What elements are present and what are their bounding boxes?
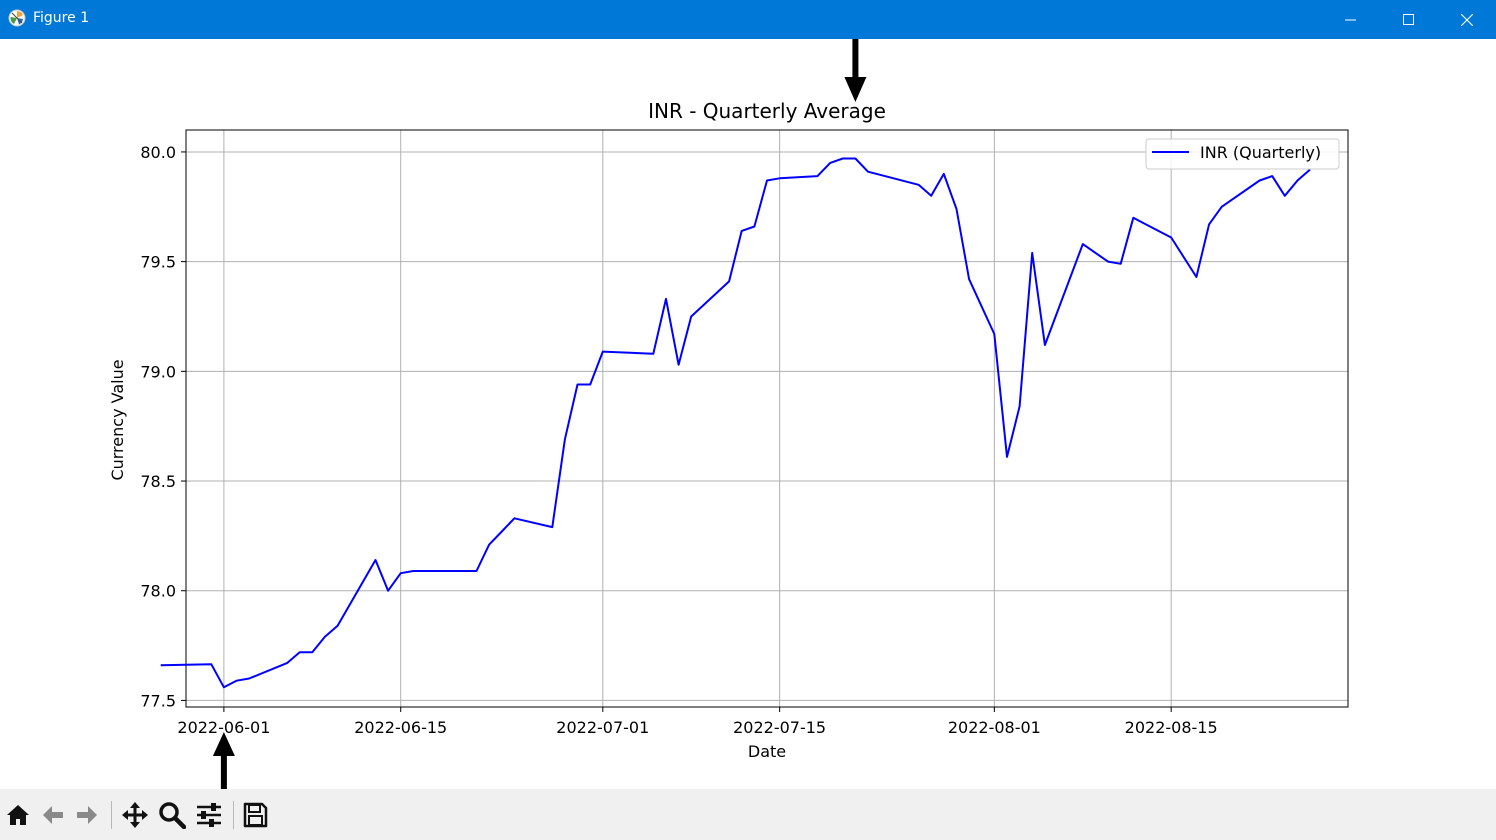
- y-axis: 77.5 78.0 78.5 79.0 79.5 80.0: [140, 143, 186, 710]
- series-layer: [160, 157, 1311, 689]
- chart-title: INR - Quarterly Average: [648, 99, 886, 123]
- minimize-button[interactable]: [1322, 0, 1380, 39]
- zoom-icon: [159, 802, 186, 829]
- toolbar-separator: [111, 801, 112, 829]
- zoom-button[interactable]: [156, 799, 188, 831]
- x-axis-label: Date: [748, 742, 786, 761]
- x-tick-label: 2022-06-15: [354, 718, 447, 737]
- window-titlebar: Figure 1: [0, 0, 1496, 39]
- legend-box: [1145, 138, 1340, 170]
- plot-area: [185, 129, 1349, 708]
- y-tick-label: 79.0: [140, 362, 176, 381]
- window-title: Figure 1: [33, 10, 90, 26]
- toolbar-separator: [233, 801, 234, 829]
- figure-canvas[interactable]: 2022-06-01 2022-06-15 2022-07-01 2022-07-15…: [0, 39, 1496, 789]
- back-button[interactable]: [37, 799, 69, 831]
- save-icon: [243, 802, 268, 828]
- arrow-down-head: [844, 77, 867, 102]
- minimize-icon: [1345, 19, 1356, 20]
- x-axis: 2022-06-01 2022-06-15 2022-07-01 2022-07-15…: [177, 707, 1218, 737]
- pan-button[interactable]: [119, 799, 151, 831]
- grid: [186, 130, 1348, 707]
- y-tick-label: 78.5: [140, 472, 176, 491]
- home-button[interactable]: [2, 799, 34, 831]
- annotations: [212, 39, 867, 789]
- navigation-toolbar: [0, 789, 1496, 840]
- home-icon: [7, 805, 29, 825]
- y-axis-label: Currency Value: [108, 359, 127, 480]
- y-tick-label: 78.0: [140, 582, 176, 601]
- configure-subplots-button[interactable]: [193, 799, 225, 831]
- y-tick-label: 77.5: [140, 691, 176, 710]
- maximize-button[interactable]: [1380, 0, 1438, 39]
- y-tick-label: 80.0: [140, 143, 176, 162]
- x-tick-label: 2022-07-01: [556, 718, 649, 737]
- line-chart: 2022-06-01 2022-06-15 2022-07-01 2022-07-15…: [108, 39, 1349, 789]
- series-line-inr-quarterly: [160, 157, 1311, 689]
- close-button[interactable]: [1438, 0, 1496, 39]
- forward-icon: [77, 806, 97, 824]
- legend: INR (Quarterly): [1145, 138, 1340, 170]
- back-icon: [43, 806, 63, 824]
- x-tick-label: 2022-08-15: [1125, 718, 1218, 737]
- legend-label: INR (Quarterly): [1200, 143, 1321, 162]
- x-tick-label: 2022-08-01: [948, 718, 1041, 737]
- x-tick-label: 2022-06-01: [177, 718, 270, 737]
- y-tick-label: 79.5: [140, 253, 176, 272]
- pan-icon: [122, 802, 148, 828]
- configure-subplots-icon: [197, 803, 221, 827]
- arrow-up-head: [212, 732, 235, 756]
- forward-button[interactable]: [71, 799, 103, 831]
- x-tick-label: 2022-07-15: [733, 718, 826, 737]
- save-button[interactable]: [239, 799, 271, 831]
- maximize-icon: [1403, 13, 1414, 25]
- matplotlib-icon: [8, 9, 26, 27]
- close-icon: [1461, 13, 1473, 26]
